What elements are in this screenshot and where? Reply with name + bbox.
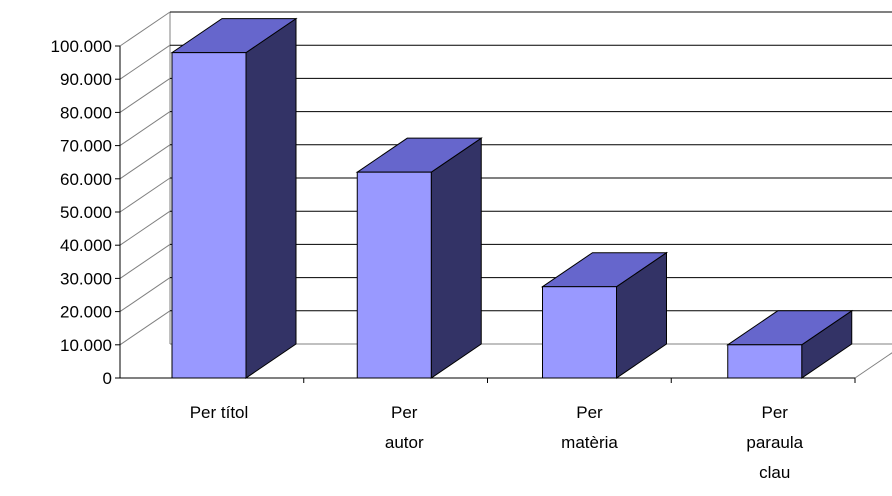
bar-side-face bbox=[245, 17, 297, 379]
y-tick-label: 100.000 bbox=[51, 37, 112, 56]
bar-2 bbox=[355, 137, 483, 379]
y-tick-label: 60.000 bbox=[60, 170, 112, 189]
gridline-depth bbox=[119, 210, 171, 246]
y-tick-label: 30.000 bbox=[60, 269, 112, 288]
gridline-depth bbox=[119, 243, 171, 279]
bar-front-face bbox=[171, 52, 247, 379]
y-tick-label: 10.000 bbox=[60, 336, 112, 355]
x-tick-label-line: autor bbox=[385, 433, 424, 452]
x-tick-label: Per matèria bbox=[561, 403, 618, 452]
y-tick-label: 80.000 bbox=[60, 103, 112, 122]
gridline-depth bbox=[119, 277, 171, 313]
y-tick-label: 0 bbox=[103, 369, 112, 388]
x-tick-label: Per paraula clau bbox=[746, 403, 803, 482]
bar-1 bbox=[170, 17, 298, 379]
y-tick-label: 40.000 bbox=[60, 236, 112, 255]
gridline-depth bbox=[119, 144, 171, 180]
x-tick-label: Per autor bbox=[385, 403, 424, 452]
bar-3 bbox=[540, 251, 669, 379]
y-tick-label: 20.000 bbox=[60, 303, 112, 322]
gridline-depth bbox=[119, 77, 171, 113]
bar-4 bbox=[726, 309, 854, 379]
bar-front-face bbox=[727, 344, 803, 379]
floor-right-edge bbox=[854, 352, 892, 379]
x-tick-label-line: Per bbox=[391, 403, 418, 422]
gridline-depth bbox=[119, 44, 171, 80]
x-tick-label: Per títol bbox=[190, 403, 249, 422]
gridline-depth bbox=[119, 111, 171, 147]
x-tick-label-line: paraula bbox=[746, 433, 803, 452]
gridline-depth bbox=[119, 177, 171, 213]
y-tick-label: 70.000 bbox=[60, 137, 112, 156]
bar-front-face bbox=[542, 286, 617, 379]
y-tick-label: 50.000 bbox=[60, 203, 112, 222]
gridline-depth bbox=[119, 310, 171, 346]
x-tick-label-line: Per títol bbox=[190, 403, 249, 422]
x-tick-label-line: Per bbox=[762, 403, 789, 422]
x-tick-label-line: Per bbox=[576, 403, 603, 422]
y-axis-ticks: 0 10.000 20.000 30.000 40.000 50.000 60.000 70.… bbox=[51, 37, 120, 388]
bar-side-face bbox=[430, 137, 482, 379]
x-axis-labels: Per títol Per autor Per matèria Per paraula cla… bbox=[190, 403, 804, 482]
x-tick-label-line: matèria bbox=[561, 433, 618, 452]
y-tick-label: 90.000 bbox=[60, 70, 112, 89]
bar-front-face bbox=[356, 171, 432, 379]
bars bbox=[170, 17, 854, 379]
gridline-depth bbox=[119, 11, 171, 47]
x-tick-label-line: clau bbox=[759, 463, 790, 482]
